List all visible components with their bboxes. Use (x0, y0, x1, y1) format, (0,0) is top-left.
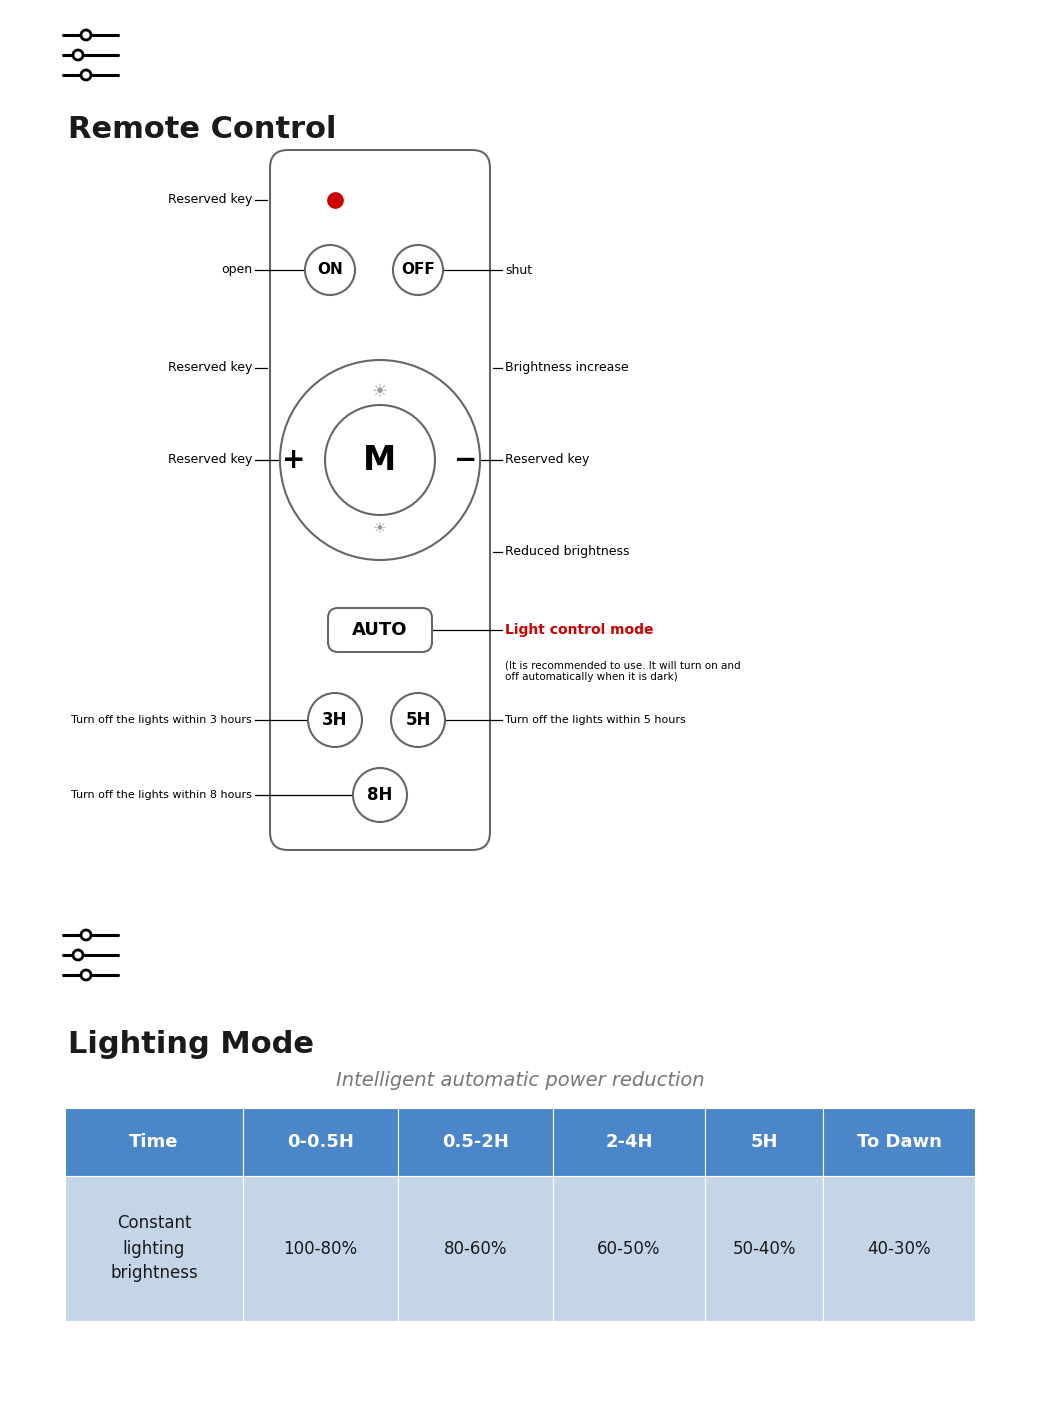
Circle shape (393, 244, 443, 295)
Text: OFF: OFF (401, 263, 435, 277)
Circle shape (73, 950, 83, 959)
Text: Light control mode: Light control mode (505, 623, 654, 637)
FancyBboxPatch shape (270, 150, 490, 851)
Circle shape (308, 692, 363, 747)
Text: shut: shut (505, 263, 532, 277)
FancyBboxPatch shape (705, 1108, 823, 1176)
Text: Intelligent automatic power reduction: Intelligent automatic power reduction (336, 1071, 704, 1089)
FancyBboxPatch shape (243, 1108, 398, 1176)
FancyBboxPatch shape (823, 1176, 975, 1321)
Text: Lighting Mode: Lighting Mode (68, 1030, 314, 1058)
Text: Turn off the lights within 5 hours: Turn off the lights within 5 hours (505, 715, 686, 725)
Text: Time: Time (129, 1133, 179, 1152)
Text: M: M (364, 444, 396, 476)
Circle shape (280, 360, 480, 560)
Circle shape (81, 30, 91, 40)
Text: Reduced brightness: Reduced brightness (505, 545, 630, 558)
Text: To Dawn: To Dawn (856, 1133, 941, 1152)
Text: open: open (220, 263, 252, 277)
Text: Remote Control: Remote Control (68, 114, 336, 144)
Text: 0.5-2H: 0.5-2H (442, 1133, 509, 1152)
Text: 60-50%: 60-50% (597, 1239, 660, 1258)
FancyBboxPatch shape (705, 1176, 823, 1321)
Text: 40-30%: 40-30% (867, 1239, 931, 1258)
FancyBboxPatch shape (398, 1176, 553, 1321)
FancyBboxPatch shape (243, 1176, 398, 1321)
Text: Turn off the lights within 3 hours: Turn off the lights within 3 hours (71, 715, 252, 725)
FancyBboxPatch shape (65, 1176, 243, 1321)
Text: 100-80%: 100-80% (283, 1239, 357, 1258)
Circle shape (81, 71, 91, 81)
FancyBboxPatch shape (553, 1108, 705, 1176)
Text: Brightness increase: Brightness increase (505, 362, 629, 374)
Circle shape (353, 769, 407, 822)
Circle shape (391, 692, 445, 747)
FancyBboxPatch shape (398, 1108, 553, 1176)
Text: 5H: 5H (405, 711, 430, 729)
Text: ON: ON (317, 263, 342, 277)
Text: 50-40%: 50-40% (732, 1239, 796, 1258)
Text: Reserved key: Reserved key (505, 454, 589, 466)
FancyBboxPatch shape (553, 1176, 705, 1321)
Text: (It is recommended to use. It will turn on and
off automatically when it is dark: (It is recommended to use. It will turn … (505, 660, 741, 681)
FancyBboxPatch shape (328, 608, 432, 651)
Circle shape (73, 49, 83, 59)
Text: Reserved key: Reserved key (167, 362, 252, 374)
Text: 0-0.5H: 0-0.5H (287, 1133, 354, 1152)
FancyBboxPatch shape (823, 1108, 975, 1176)
Text: Constant
lighting
brightness: Constant lighting brightness (110, 1215, 198, 1283)
Text: ☀: ☀ (372, 383, 388, 401)
Text: 5H: 5H (750, 1133, 778, 1152)
Text: AUTO: AUTO (352, 620, 408, 639)
Circle shape (305, 244, 355, 295)
Text: 80-60%: 80-60% (444, 1239, 508, 1258)
Text: ☀: ☀ (373, 520, 387, 536)
Text: Reserved key: Reserved key (167, 454, 252, 466)
Circle shape (81, 969, 91, 981)
Text: Turn off the lights within 8 hours: Turn off the lights within 8 hours (71, 790, 252, 800)
Text: Reserved key: Reserved key (167, 194, 252, 206)
Text: 8H: 8H (368, 786, 392, 804)
Text: 3H: 3H (322, 711, 348, 729)
Text: −: − (455, 447, 478, 473)
FancyBboxPatch shape (65, 1108, 243, 1176)
Circle shape (325, 406, 435, 514)
Circle shape (81, 930, 91, 940)
Text: +: + (282, 447, 305, 473)
Text: 2-4H: 2-4H (605, 1133, 653, 1152)
